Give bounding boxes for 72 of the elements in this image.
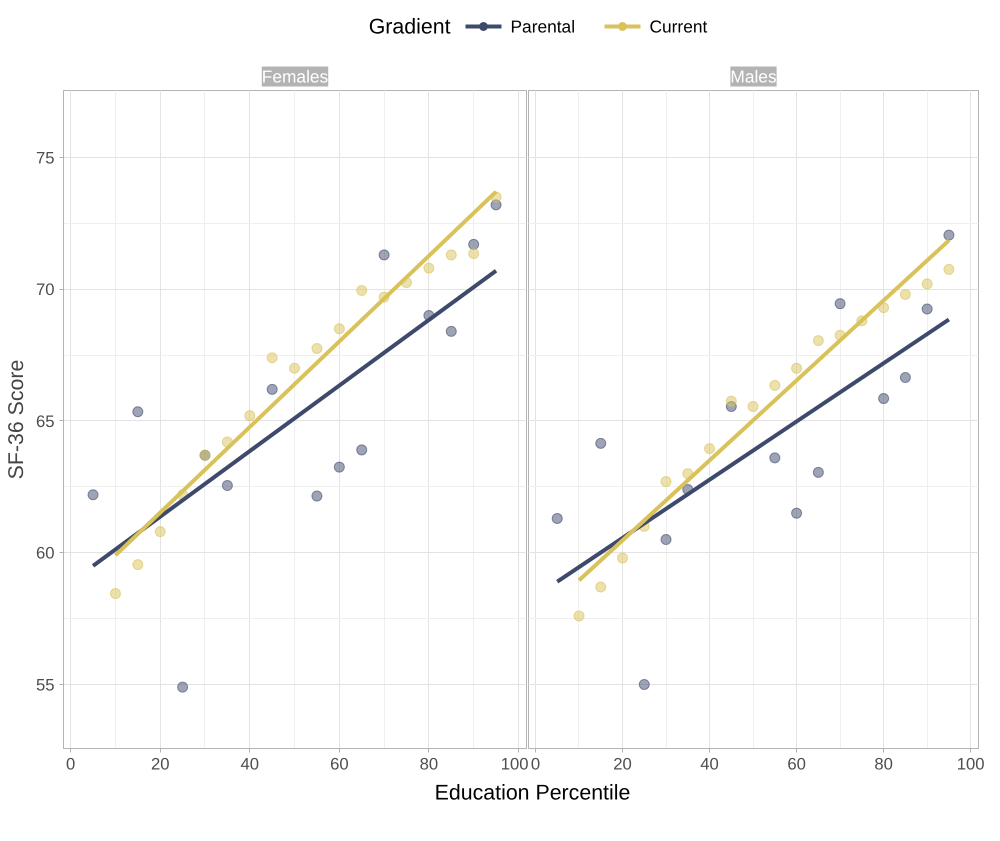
legend-label: Current [650, 16, 708, 36]
legend-label: Parental [510, 16, 576, 36]
point [943, 264, 954, 275]
point [834, 298, 846, 310]
y-tick-label: 55 [36, 675, 55, 694]
point [748, 400, 759, 412]
x-tick-label: 20 [150, 754, 170, 774]
y-tick-label: 75 [36, 148, 55, 168]
x-tick-label: 0 [530, 754, 540, 774]
y-axis-title: SF-36 Score [4, 360, 28, 480]
point [573, 610, 584, 622]
y-tick-label: 70 [36, 280, 55, 300]
point [154, 526, 166, 538]
point [244, 410, 256, 422]
point [791, 508, 802, 519]
x-tick-label: 40 [240, 754, 260, 774]
point [900, 372, 911, 383]
point [378, 249, 390, 260]
point [266, 352, 278, 364]
point [468, 248, 480, 260]
point [595, 438, 606, 449]
point [132, 559, 144, 570]
chart-title: Males [730, 66, 777, 86]
point [552, 512, 563, 524]
y-tick-label: 60 [36, 544, 55, 563]
point [704, 443, 716, 454]
x-tick-label: 80 [874, 754, 893, 774]
x-axis-title: Education Percentile [434, 780, 630, 804]
point [266, 384, 278, 395]
point [617, 552, 628, 564]
point [88, 489, 99, 500]
point [222, 480, 233, 491]
chart-title: Females [262, 66, 329, 86]
point [660, 534, 672, 546]
point [289, 362, 300, 374]
point [900, 288, 911, 300]
point [812, 335, 824, 346]
x-tick-label: 80 [420, 754, 438, 774]
point [177, 682, 188, 693]
point [943, 230, 954, 241]
point [132, 406, 144, 418]
point [334, 323, 345, 334]
x-tick-label: 60 [787, 754, 806, 774]
point [812, 466, 824, 478]
point [110, 588, 121, 600]
point [334, 462, 345, 473]
x-tick-label: 60 [330, 754, 349, 774]
point [446, 326, 457, 337]
point [468, 238, 480, 250]
point [423, 262, 434, 274]
point [356, 285, 368, 296]
point [638, 678, 650, 690]
point [311, 342, 322, 354]
point [769, 380, 780, 391]
point [791, 362, 802, 374]
point [446, 249, 457, 260]
point [356, 444, 368, 456]
point [922, 303, 933, 314]
x-tick-label: 20 [613, 754, 632, 774]
point [769, 452, 780, 464]
point [726, 396, 737, 407]
point [311, 490, 322, 502]
point [878, 393, 890, 404]
y-tick-label: 65 [36, 412, 55, 431]
x-tick-label: 100 [500, 754, 529, 774]
x-tick-label: 0 [66, 754, 76, 774]
point [922, 278, 933, 290]
x-tick-label: 40 [700, 754, 719, 774]
point [660, 476, 672, 488]
legend-title: Gradient [368, 14, 451, 38]
point [595, 581, 606, 592]
x-tick-label: 100 [956, 754, 985, 774]
